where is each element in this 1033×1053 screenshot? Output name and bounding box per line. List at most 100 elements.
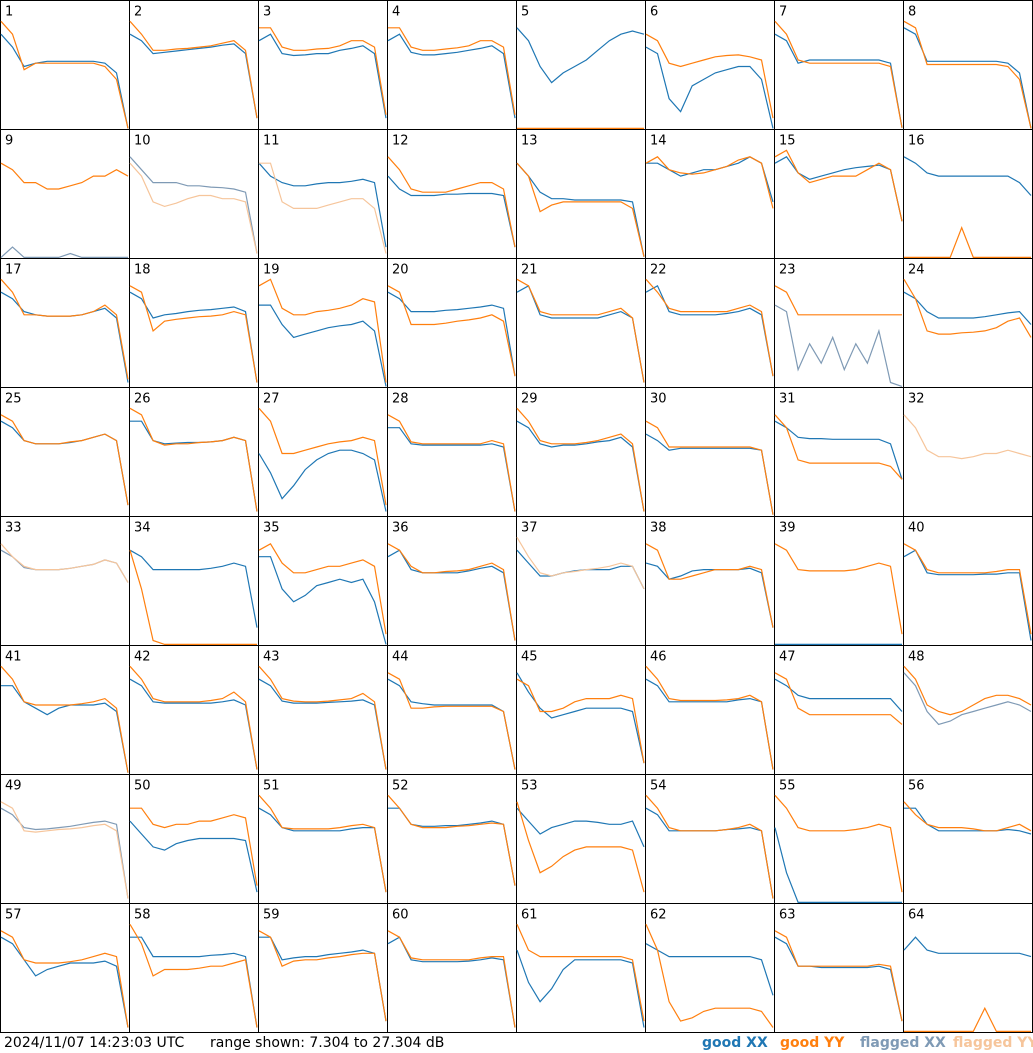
spectrum-line xyxy=(516,924,645,1022)
spectrum-line xyxy=(387,930,516,1028)
panel-number: 21 xyxy=(521,263,538,278)
spectrum-line xyxy=(387,794,516,886)
spectrum-line xyxy=(258,33,387,119)
panel-frame xyxy=(516,258,646,388)
panel-frame xyxy=(0,774,130,904)
panel-number: 61 xyxy=(521,908,538,923)
panel-number: 63 xyxy=(779,908,796,923)
spectrum-line xyxy=(645,943,774,996)
panel-frame xyxy=(0,903,130,1033)
panel-number: 45 xyxy=(521,650,538,665)
panel-number: 3 xyxy=(263,5,271,20)
panel-frame xyxy=(774,387,904,517)
legend-entry: flagged XX xyxy=(860,1035,946,1051)
panel-frame xyxy=(387,516,517,646)
spectrum-line xyxy=(387,414,516,512)
panel-frame xyxy=(516,0,646,130)
spectrum-line xyxy=(130,807,258,886)
panel-frame xyxy=(774,645,904,775)
spectrum-line xyxy=(258,449,387,512)
spectrum-line xyxy=(0,33,129,129)
panel-frame xyxy=(645,774,775,904)
spectrum-line xyxy=(774,930,903,1022)
spectrum-line xyxy=(129,20,258,119)
spectrum-line xyxy=(516,284,645,383)
panel-number: 34 xyxy=(134,521,151,536)
panel-number: 9 xyxy=(5,134,13,149)
panel-frame xyxy=(774,129,904,259)
panel-frame xyxy=(903,903,1033,1033)
spectrum-line xyxy=(387,936,516,1028)
panel-frame xyxy=(258,774,388,904)
spectrum-line xyxy=(387,156,516,248)
panel-number: 54 xyxy=(650,779,667,794)
spectrum-line xyxy=(258,678,387,770)
panel-number: 29 xyxy=(521,392,538,407)
panel-number: 64 xyxy=(908,908,925,923)
legend-entry: good XX xyxy=(702,1035,768,1051)
spectrum-line xyxy=(903,801,1032,832)
spectrum-line xyxy=(903,414,1032,460)
panel-frame xyxy=(129,516,259,646)
spectrum-line xyxy=(903,278,1032,338)
spectrum-line xyxy=(129,156,258,254)
panel-frame xyxy=(0,387,130,517)
panel-frame xyxy=(129,903,259,1033)
panel-number: 55 xyxy=(779,779,796,794)
spectrum-line xyxy=(645,924,774,1028)
spectrum-line xyxy=(129,291,258,383)
spectrum-line xyxy=(387,543,516,641)
spectrum-line xyxy=(0,807,129,899)
spectrum-line xyxy=(645,678,774,770)
spectrum-line xyxy=(0,278,129,380)
spectrum-line xyxy=(774,678,903,712)
panel-frame xyxy=(258,129,388,259)
spectrum-line xyxy=(645,284,774,377)
spectrum-line xyxy=(774,936,903,1022)
spectrum-line xyxy=(645,543,774,628)
spectrum-line xyxy=(645,33,774,119)
spectrum-line xyxy=(645,665,774,770)
panel-frame xyxy=(516,516,646,646)
panel-number: 52 xyxy=(392,779,409,794)
panel-frame xyxy=(903,129,1033,259)
panel-frame xyxy=(0,258,130,388)
panel-number: 27 xyxy=(263,392,280,407)
spectrum-line xyxy=(130,936,258,1028)
spectrum-line xyxy=(388,807,516,886)
panel-frame xyxy=(903,645,1033,775)
panel-frame xyxy=(0,516,130,646)
panel-number: 24 xyxy=(908,263,925,278)
spectrum-line xyxy=(0,246,128,258)
panel-number: 56 xyxy=(908,779,925,794)
panel-frame xyxy=(645,387,775,517)
panel-number: 23 xyxy=(779,263,796,278)
panel-number: 11 xyxy=(263,134,280,149)
panel-number: 20 xyxy=(392,263,409,278)
spectrum-line xyxy=(130,420,258,512)
panel-frame xyxy=(387,387,517,517)
spectrum-line xyxy=(903,665,1032,716)
spectrum-line xyxy=(516,407,645,512)
panel-number: 12 xyxy=(392,134,409,149)
spectrum-line xyxy=(645,420,774,515)
spectrum-line xyxy=(387,549,516,641)
panel-number: 60 xyxy=(392,908,409,923)
panel-number: 5 xyxy=(521,5,529,20)
panel-frame xyxy=(258,516,388,646)
panel-number: 53 xyxy=(521,779,538,794)
panel-frame xyxy=(645,0,775,130)
spectrum-line xyxy=(904,226,1031,258)
spectrum-line xyxy=(903,156,1032,196)
legend-entry: flagged YY xyxy=(953,1035,1033,1051)
panel-frame xyxy=(0,129,130,259)
spectrum-line xyxy=(0,414,129,506)
spectrum-line xyxy=(259,304,387,387)
panel-frame xyxy=(0,0,130,130)
panel-number: 7 xyxy=(779,5,787,20)
panel-number: 51 xyxy=(263,779,280,794)
spectrum-line xyxy=(129,665,258,770)
panel-frame xyxy=(129,0,259,130)
panel-frame xyxy=(903,258,1033,388)
spectrum-line xyxy=(258,162,387,248)
